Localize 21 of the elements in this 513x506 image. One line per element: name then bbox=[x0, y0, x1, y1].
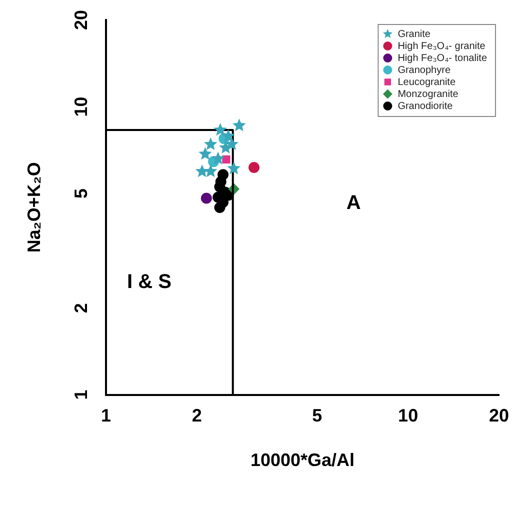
y-tick-label: 20 bbox=[70, 10, 91, 30]
legend-label: Granodiorite bbox=[398, 100, 454, 112]
x-tick-label: 1 bbox=[100, 406, 112, 426]
y-axis-title: Na₂O+K₂O bbox=[24, 162, 44, 253]
y-tick-label: 1 bbox=[70, 390, 91, 400]
y-tick-label: 10 bbox=[70, 96, 91, 117]
x-tick-label: 5 bbox=[312, 406, 322, 426]
annotation: A bbox=[346, 192, 361, 214]
legend-label: Granite bbox=[398, 28, 431, 40]
y-tick-label: 2 bbox=[70, 303, 91, 314]
x-axis-title: 10000*Ga/Al bbox=[250, 450, 355, 470]
y-tick-label: 5 bbox=[70, 188, 91, 198]
legend-label: Monzogranite bbox=[398, 88, 459, 100]
legend-label: High Fe₃O₄- granite bbox=[398, 40, 486, 52]
x-tick-label: 10 bbox=[398, 406, 418, 426]
legend-label: High Fe₃O₄- tonalite bbox=[398, 52, 488, 64]
x-tick-label: 2 bbox=[192, 406, 202, 426]
x-tick-label: 20 bbox=[488, 406, 510, 426]
legend-label: Leucogranite bbox=[398, 76, 456, 88]
legend-label: Granophyre bbox=[398, 64, 451, 76]
annotation: I & S bbox=[127, 270, 172, 293]
